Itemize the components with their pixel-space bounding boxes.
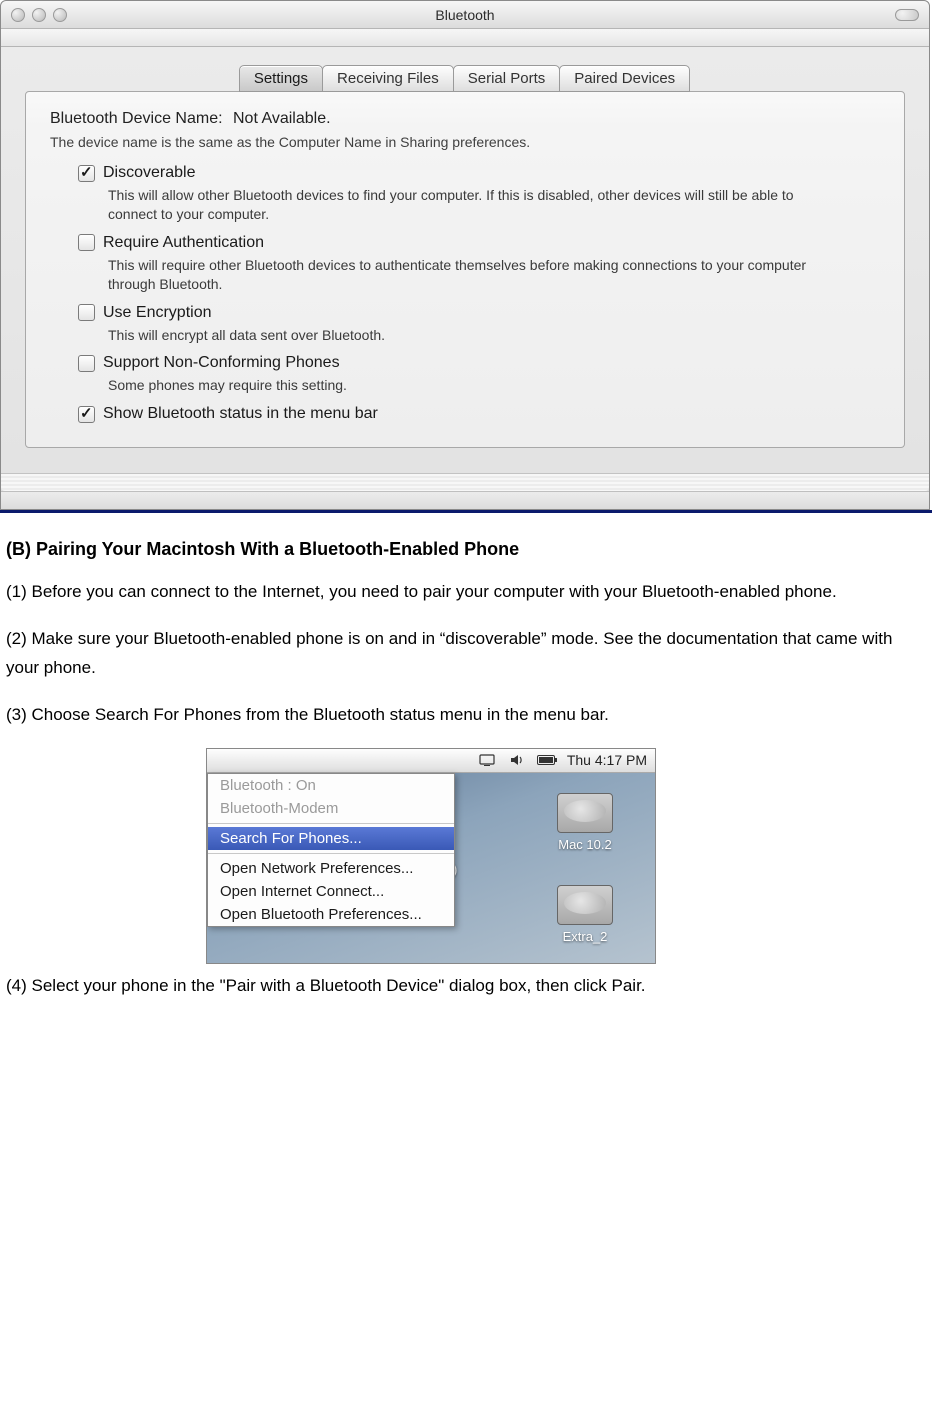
use-encryption-checkbox[interactable] (78, 304, 95, 321)
doc-heading: (B) Pairing Your Macintosh With a Blueto… (6, 539, 926, 560)
option-require-auth: Require Authentication (78, 234, 880, 252)
device-name-desc: The device name is the same as the Compu… (50, 134, 880, 150)
battery-icon[interactable] (537, 751, 557, 769)
menubar-clock[interactable]: Thu 4:17 PM (567, 752, 647, 768)
menu-item-bt-modem: Bluetooth-Modem (208, 797, 454, 820)
menu-item-search-phones[interactable]: Search For Phones... (208, 827, 454, 850)
discoverable-desc: This will allow other Bluetooth devices … (108, 186, 808, 224)
settings-panel: Bluetooth Device Name: Not Available. Th… (25, 91, 905, 448)
device-name-row: Bluetooth Device Name: Not Available. (50, 110, 880, 128)
menu-item-internet-connect[interactable]: Open Internet Connect... (208, 880, 454, 903)
pinstripe-footer (1, 473, 929, 491)
nonconforming-label: Support Non-Conforming Phones (103, 354, 340, 372)
toolbar-toggle-button[interactable] (895, 9, 919, 21)
minimize-button[interactable] (32, 8, 46, 22)
discoverable-checkbox[interactable] (78, 165, 95, 182)
menu-item-bt-on: Bluetooth : On (208, 774, 454, 797)
drive-extra2[interactable]: Extra_2 (545, 885, 625, 944)
close-button[interactable] (11, 8, 25, 22)
discoverable-label: Discoverable (103, 164, 195, 182)
menu-separator (208, 823, 454, 824)
bluetooth-prefs-window: Bluetooth Settings Receiving Files Seria… (0, 0, 930, 510)
drive-label: Mac 10.2 (545, 837, 625, 852)
tab-row: Settings Receiving Files Serial Ports Pa… (1, 47, 929, 92)
window-title: Bluetooth (1, 7, 929, 23)
doc-section: (B) Pairing Your Macintosh With a Blueto… (0, 513, 932, 1028)
window-titlebar: Bluetooth (1, 1, 929, 29)
show-status-checkbox[interactable] (78, 406, 95, 423)
bluetooth-status-menu: Bluetooth : On Bluetooth-Modem Search Fo… (207, 773, 455, 927)
zoom-button[interactable] (53, 8, 67, 22)
device-name-value: Not Available. (233, 110, 331, 127)
display-icon[interactable] (477, 751, 497, 769)
show-status-label: Show Bluetooth status in the menu bar (103, 405, 378, 423)
toolbar-strip (1, 29, 929, 47)
hard-drive-icon (557, 793, 613, 833)
menubar: Thu 4:17 PM (207, 749, 655, 773)
traffic-lights (1, 8, 67, 22)
nonconforming-desc: Some phones may require this setting. (108, 376, 808, 395)
require-auth-checkbox[interactable] (78, 234, 95, 251)
require-auth-label: Require Authentication (103, 234, 264, 252)
menu-item-bluetooth-prefs[interactable]: Open Bluetooth Preferences... (208, 903, 454, 926)
tab-settings[interactable]: Settings (239, 65, 323, 92)
doc-step-2: (2) Make sure your Bluetooth-enabled pho… (6, 625, 926, 683)
menu-screenshot: Thu 4:17 PM 9) Mac 10.2 Extra_2 Bluetoot… (206, 748, 656, 964)
nonconforming-checkbox[interactable] (78, 355, 95, 372)
window-footer (1, 491, 929, 509)
doc-step-3: (3) Choose Search For Phones from the Bl… (6, 701, 926, 730)
volume-icon[interactable] (507, 751, 527, 769)
tab-receiving-files[interactable]: Receiving Files (322, 65, 454, 92)
require-auth-desc: This will require other Bluetooth device… (108, 256, 808, 294)
hard-drive-icon (557, 885, 613, 925)
drive-label: Extra_2 (545, 929, 625, 944)
option-discoverable: Discoverable (78, 164, 880, 182)
option-use-encryption: Use Encryption (78, 304, 880, 322)
doc-step-4: (4) Select your phone in the "Pair with … (6, 972, 926, 1001)
use-encryption-desc: This will encrypt all data sent over Blu… (108, 326, 808, 345)
menu-separator (208, 853, 454, 854)
menu-item-network-prefs[interactable]: Open Network Preferences... (208, 857, 454, 880)
doc-step-1: (1) Before you can connect to the Intern… (6, 578, 926, 607)
option-show-status: Show Bluetooth status in the menu bar (78, 405, 880, 423)
tab-serial-ports[interactable]: Serial Ports (453, 65, 561, 92)
device-name-label: Bluetooth Device Name: (50, 110, 223, 127)
use-encryption-label: Use Encryption (103, 304, 212, 322)
option-nonconforming: Support Non-Conforming Phones (78, 354, 880, 372)
tab-paired-devices[interactable]: Paired Devices (559, 65, 690, 92)
drive-mac102[interactable]: Mac 10.2 (545, 793, 625, 852)
